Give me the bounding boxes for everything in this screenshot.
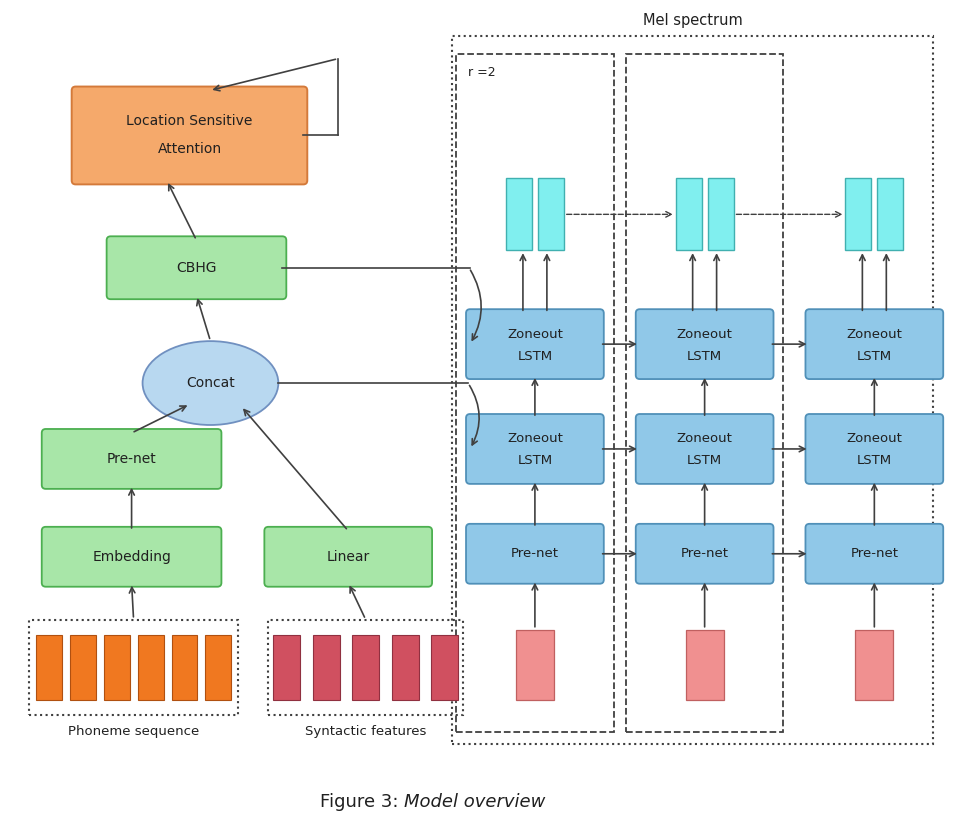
Text: Zoneout: Zoneout [506,327,562,341]
Text: Pre-net: Pre-net [850,547,898,560]
Text: Linear: Linear [326,549,369,564]
Text: Zoneout: Zoneout [506,433,562,445]
FancyBboxPatch shape [804,414,942,484]
Text: LSTM: LSTM [686,350,722,362]
Bar [391,635,418,700]
Bar [625,53,782,732]
Bar [431,635,457,700]
Bar [854,630,893,700]
Bar [137,635,163,700]
Bar [456,53,613,732]
FancyBboxPatch shape [804,524,942,584]
Text: Attention: Attention [158,143,221,156]
Bar [537,179,563,250]
FancyBboxPatch shape [107,236,286,299]
Text: r =2: r =2 [468,66,495,78]
Bar [29,620,238,715]
Bar [268,620,462,715]
Bar [707,179,733,250]
FancyBboxPatch shape [465,414,604,484]
Text: Mel spectrum: Mel spectrum [642,13,742,28]
FancyBboxPatch shape [72,87,307,185]
Text: Figure 3:: Figure 3: [320,793,404,812]
Bar [876,179,902,250]
Text: LSTM: LSTM [517,454,552,468]
Text: Embedding: Embedding [92,549,171,564]
Text: Model overview: Model overview [404,793,545,812]
Text: Pre-net: Pre-net [510,547,558,560]
Bar [515,630,554,700]
Text: Zoneout: Zoneout [846,433,901,445]
Text: CBHG: CBHG [176,261,216,275]
Text: Phoneme sequence: Phoneme sequence [68,725,199,738]
Text: Zoneout: Zoneout [676,433,732,445]
Bar [845,179,871,250]
Text: LSTM: LSTM [856,454,891,468]
Bar [685,630,723,700]
Bar [69,635,95,700]
Bar [352,635,379,700]
FancyBboxPatch shape [635,414,773,484]
FancyBboxPatch shape [264,527,431,587]
Bar [104,635,130,700]
Text: Location Sensitive: Location Sensitive [126,114,253,129]
Text: Pre-net: Pre-net [680,547,727,560]
Text: Syntactic features: Syntactic features [305,725,426,738]
Text: LSTM: LSTM [517,350,552,362]
Text: Pre-net: Pre-net [107,452,157,466]
FancyBboxPatch shape [465,524,604,584]
Bar [206,635,232,700]
FancyBboxPatch shape [635,524,773,584]
Text: LSTM: LSTM [856,350,891,362]
FancyBboxPatch shape [41,527,221,587]
Text: LSTM: LSTM [686,454,722,468]
Text: Zoneout: Zoneout [676,327,732,341]
Text: Zoneout: Zoneout [846,327,901,341]
Bar [36,635,62,700]
Bar [312,635,339,700]
FancyBboxPatch shape [804,309,942,379]
Ellipse shape [142,342,278,425]
Bar [171,635,197,700]
FancyBboxPatch shape [635,309,773,379]
FancyBboxPatch shape [41,429,221,488]
FancyBboxPatch shape [465,309,604,379]
Text: Concat: Concat [185,376,234,390]
Bar [505,179,531,250]
Bar [273,635,300,700]
Bar [675,179,701,250]
Bar [452,36,932,745]
